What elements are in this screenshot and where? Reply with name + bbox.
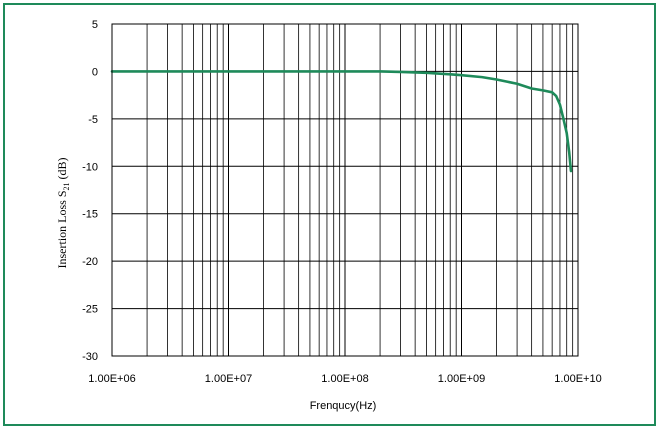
grid-minor [146, 24, 574, 356]
x-tick-label: 1.00E+08 [321, 373, 368, 385]
y-tick-label: 5 [92, 19, 98, 31]
series-line [110, 70, 573, 173]
series-layer [110, 70, 573, 173]
y-axis-label-prefix: Insertion Loss S [55, 191, 69, 269]
x-tick-label: 1.00E+07 [205, 373, 252, 385]
y-axis-label-suffix: (dB) [55, 158, 69, 183]
y-tick-label: -30 [82, 351, 98, 363]
x-tick-label: 1.00E+06 [88, 373, 135, 385]
y-axis-label-subscript: 21 [62, 183, 71, 191]
y-tick-label: 0 [92, 66, 98, 78]
y-tick-label: -25 [82, 304, 98, 316]
y-tick-label: -5 [88, 114, 98, 126]
tick-labels: 1.00E+06 1.00E+07 1.00E+08 1.00E+09 1.00E+10… [82, 19, 602, 385]
x-tick-label: 1.00E+09 [438, 373, 485, 385]
x-axis-label: Frenqucy(Hz) [310, 400, 377, 412]
plot-border [111, 23, 579, 357]
y-tick-label: -20 [82, 256, 98, 268]
y-axis-label: Insertion Loss S21 (dB) [55, 158, 71, 269]
y-tick-label: -10 [82, 161, 98, 173]
y-tick-label: -15 [82, 209, 98, 221]
x-tick-label: 1.00E+10 [554, 373, 601, 385]
